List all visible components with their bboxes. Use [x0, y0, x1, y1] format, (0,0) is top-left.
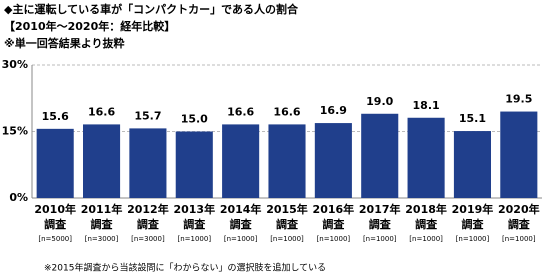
- sample-size: [n=1000]: [224, 235, 258, 243]
- bar: [407, 117, 445, 198]
- bar: [83, 124, 121, 198]
- sample-size: [n=5000]: [38, 235, 72, 243]
- sample-size: [n=1000]: [502, 235, 536, 243]
- bar: [314, 123, 352, 198]
- x-tick-label: 2010年: [34, 202, 76, 216]
- y-tick-label: 0%: [9, 191, 28, 204]
- value-label: 15.6: [42, 110, 69, 123]
- value-label: 16.6: [227, 105, 254, 118]
- value-label: 15.1: [459, 112, 486, 125]
- footnote: ※2015年調査から当該設問に「わからない」の選択肢を追加している: [44, 262, 326, 274]
- bar: [268, 124, 306, 198]
- bar: [500, 111, 538, 198]
- bar: [36, 128, 74, 198]
- x-tick-label: 2012年: [127, 202, 169, 216]
- sample-size: [n=1000]: [270, 235, 304, 243]
- x-tick-label-line2: 調査: [322, 217, 344, 231]
- x-tick-label-line2: 調査: [183, 217, 205, 231]
- x-tick-label-line2: 調査: [369, 217, 391, 231]
- value-label: 19.5: [505, 93, 532, 106]
- chart-note: ※単一回答結果より抜粋: [4, 36, 124, 50]
- value-label: 19.0: [366, 95, 393, 108]
- chart-subtitle: 【2010年～2020年：経年比較】: [4, 19, 175, 33]
- y-tick-label: 15%: [2, 125, 28, 138]
- x-tick-label: 2020年: [498, 202, 540, 216]
- value-label: 15.7: [134, 109, 161, 122]
- y-tick-label: 30%: [2, 58, 28, 71]
- x-tick-label: 2015年: [266, 202, 308, 216]
- x-tick-label-line2: 調査: [415, 217, 437, 231]
- x-tick-label-line2: 調査: [230, 217, 252, 231]
- x-tick-label-line2: 調査: [461, 217, 483, 231]
- x-tick-label-line2: 調査: [137, 217, 159, 231]
- sample-size: [n=1000]: [409, 235, 443, 243]
- bar: [129, 128, 167, 198]
- x-tick-label-line2: 調査: [276, 217, 298, 231]
- bar: [175, 131, 213, 198]
- x-tick-label: 2014年: [220, 202, 262, 216]
- sample-size: [n=1000]: [363, 235, 397, 243]
- bar: [361, 113, 399, 198]
- x-tick-label-line2: 調査: [91, 217, 113, 231]
- chart-title: ◆主に運転している車が「コンパクトカー」である人の割合: [4, 2, 299, 16]
- x-tick-label-line2: 調査: [508, 217, 530, 231]
- value-label: 15.0: [181, 113, 208, 126]
- bar: [453, 131, 491, 198]
- x-tick-label: 2011年: [81, 202, 123, 216]
- value-label: 16.6: [273, 105, 300, 118]
- value-label: 16.6: [88, 105, 115, 118]
- value-label: 16.9: [320, 104, 347, 117]
- bar: [222, 124, 260, 198]
- x-tick-label-line2: 調査: [44, 217, 66, 231]
- value-label: 18.1: [413, 99, 440, 112]
- sample-size: [n=1000]: [177, 235, 211, 243]
- x-tick-label: 2018年: [405, 202, 447, 216]
- sample-size: [n=3000]: [131, 235, 165, 243]
- sample-size: [n=3000]: [85, 235, 119, 243]
- x-tick-label: 2016年: [313, 202, 355, 216]
- x-tick-label: 2019年: [452, 202, 494, 216]
- x-tick-label: 2013年: [173, 202, 215, 216]
- sample-size: [n=1000]: [317, 235, 351, 243]
- sample-size: [n=1000]: [456, 235, 490, 243]
- x-tick-label: 2017年: [359, 202, 401, 216]
